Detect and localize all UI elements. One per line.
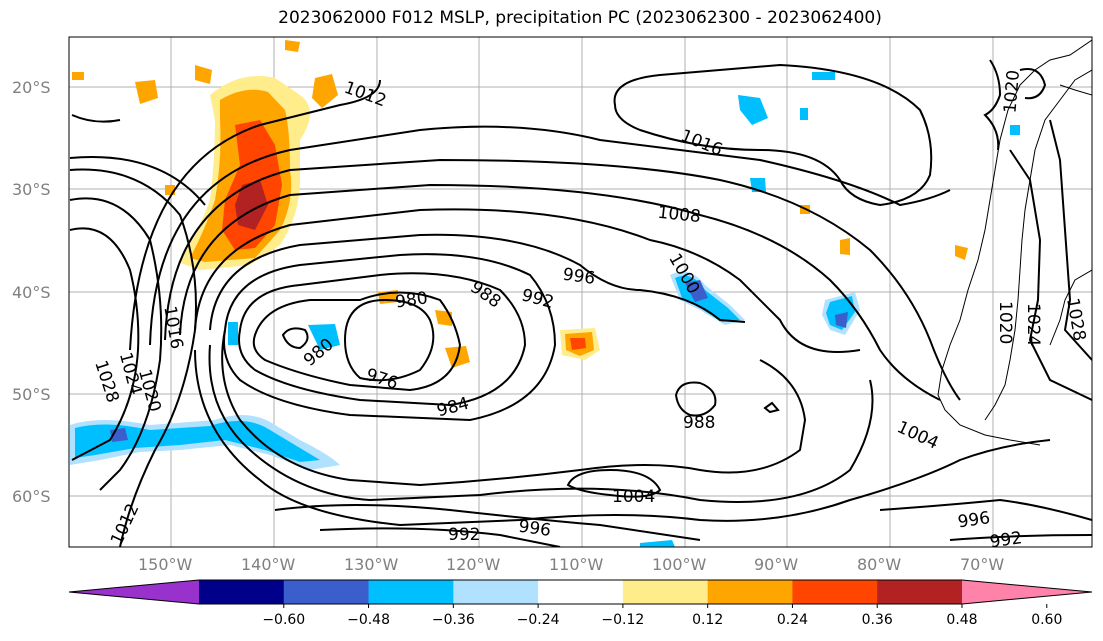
lat-label: 20°S — [12, 78, 51, 97]
isobar-label: 992 — [989, 528, 1024, 552]
coastline — [937, 39, 1092, 446]
colorbar-extend-low — [69, 580, 199, 604]
isobars — [69, 59, 1092, 547]
map-title: 2023062000 F012 MSLP, precipitation PC (… — [278, 8, 882, 28]
colorbar-tick-label: −0.24 — [517, 612, 560, 628]
isobar-label: 992 — [448, 525, 480, 545]
colorbar-segment — [792, 580, 878, 604]
lon-label: 120°W — [446, 555, 501, 574]
isobar-label: 980 — [394, 288, 429, 312]
colorbar-segment — [453, 580, 539, 604]
lon-labels: 150°W 140°W 130°W 120°W 110°W 100°W 90°W… — [138, 555, 1004, 574]
lon-label: 70°W — [960, 555, 1004, 574]
colorbar-segment — [622, 580, 709, 604]
isobar-label: 1004 — [612, 487, 655, 507]
map-frame — [68, 36, 1093, 548]
colorbar-tick-label: −0.12 — [601, 612, 644, 628]
isobar-label: 1024 — [1023, 303, 1043, 346]
colorbar-segment — [283, 580, 370, 604]
lat-label: 60°S — [12, 487, 51, 506]
colorbar-segment — [538, 580, 624, 604]
colorbar-tick-label: 0.24 — [777, 612, 808, 628]
colorbar-tick-label: −0.48 — [347, 612, 390, 628]
precip-shading — [70, 40, 1020, 547]
colorbar: −0.60 −0.48 −0.36 −0.24 −0.12 0.12 0.24 0.36 0.4… — [68, 579, 1093, 628]
isobar-label: 1008 — [657, 203, 702, 227]
isobar-label: 996 — [957, 508, 992, 532]
lon-label: 80°W — [857, 555, 901, 574]
isobar-label: 1020 — [995, 301, 1015, 344]
lat-label: 40°S — [12, 283, 51, 302]
colorbar-tick-label: 0.48 — [946, 612, 977, 628]
colorbar-outline — [68, 579, 1093, 605]
lon-label: 140°W — [241, 555, 296, 574]
colorbar-extend-high — [962, 580, 1092, 604]
lon-label: 110°W — [549, 555, 604, 574]
isobar-label: 996 — [517, 517, 552, 541]
isobar-label: 996 — [561, 265, 596, 289]
colorbar-tick-label: 0.12 — [692, 612, 723, 628]
colorbar-tick-label: −0.36 — [432, 612, 475, 628]
colorbar-segment — [877, 580, 963, 604]
isobar-label: 1020 — [1000, 69, 1024, 114]
lon-label: 90°W — [754, 555, 798, 574]
colorbar-segment — [707, 580, 793, 604]
colorbar-tick-label: 0.60 — [1031, 612, 1062, 628]
lon-label: 130°W — [344, 555, 399, 574]
isobar-label: 988 — [683, 413, 715, 433]
colorbar-segment — [368, 580, 454, 604]
colorbar-segment — [199, 580, 285, 604]
lat-labels: 20°S 30°S 40°S 50°S 60°S — [12, 78, 51, 506]
lat-label: 50°S — [12, 385, 51, 404]
lon-label: 100°W — [652, 555, 707, 574]
colorbar-tick-label: 0.36 — [862, 612, 893, 628]
lon-label: 150°W — [138, 555, 193, 574]
lat-label: 30°S — [12, 180, 51, 199]
colorbar-tick-label: −0.60 — [262, 612, 305, 628]
